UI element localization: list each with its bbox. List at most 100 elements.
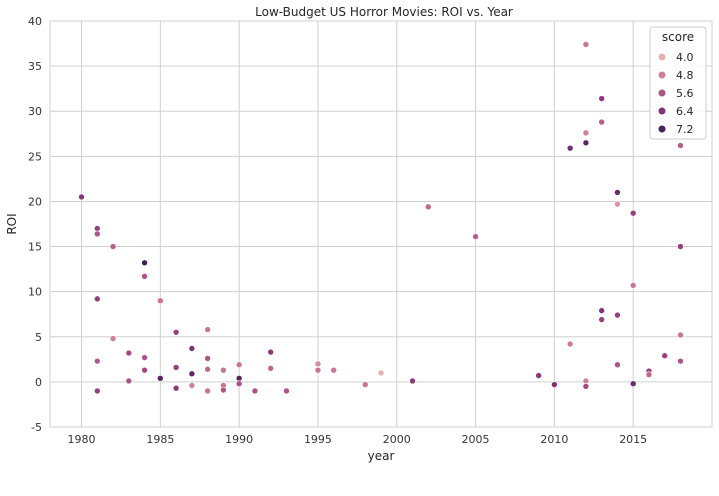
data-point bbox=[188, 382, 196, 389]
data-point bbox=[78, 193, 85, 201]
data-point bbox=[188, 370, 196, 378]
data-point bbox=[235, 380, 243, 387]
y-tick-label: 40 bbox=[28, 15, 42, 28]
y-tick-label: 20 bbox=[28, 195, 42, 208]
data-point bbox=[251, 387, 259, 395]
legend-marker bbox=[658, 71, 666, 79]
data-point bbox=[267, 365, 274, 372]
x-axis-label: year bbox=[368, 449, 395, 463]
data-point bbox=[204, 387, 211, 395]
data-point bbox=[220, 366, 227, 374]
data-point bbox=[93, 230, 101, 238]
data-point bbox=[566, 144, 574, 152]
data-point bbox=[93, 387, 101, 395]
legend-label: 7.2 bbox=[676, 123, 694, 136]
data-point bbox=[677, 331, 684, 339]
x-tick-label: 2010 bbox=[540, 433, 568, 446]
data-point bbox=[235, 374, 243, 382]
chart-title: Low-Budget US Horror Movies: ROI vs. Yea… bbox=[255, 5, 513, 19]
data-point bbox=[582, 377, 590, 385]
data-point bbox=[125, 349, 133, 357]
legend-marker bbox=[658, 53, 666, 61]
data-point bbox=[629, 380, 637, 387]
data-point bbox=[109, 335, 117, 342]
data-point bbox=[361, 381, 369, 388]
data-point bbox=[566, 340, 574, 348]
data-point bbox=[677, 142, 684, 149]
data-point bbox=[204, 355, 211, 362]
data-point bbox=[598, 118, 605, 126]
data-point bbox=[157, 374, 164, 382]
y-tick-label: 5 bbox=[35, 331, 42, 344]
data-point bbox=[582, 383, 590, 390]
data-point bbox=[314, 366, 322, 374]
y-tick-label: -5 bbox=[31, 421, 42, 434]
data-point bbox=[424, 203, 432, 211]
data-point bbox=[472, 233, 479, 240]
y-tick-label: 35 bbox=[28, 60, 42, 73]
data-point bbox=[220, 386, 227, 394]
legend-marker bbox=[658, 125, 666, 133]
data-point bbox=[582, 41, 590, 48]
data-point bbox=[235, 361, 243, 369]
legend-marker bbox=[658, 89, 666, 97]
data-point bbox=[157, 297, 164, 304]
data-point bbox=[614, 311, 621, 319]
y-tick-label: 25 bbox=[28, 150, 42, 163]
data-point bbox=[629, 209, 637, 217]
data-point bbox=[330, 366, 338, 374]
data-point bbox=[409, 377, 416, 385]
legend-marker bbox=[658, 107, 666, 115]
legend-label: 6.4 bbox=[676, 105, 694, 118]
data-point bbox=[582, 139, 590, 147]
legend-label: 4.8 bbox=[676, 69, 694, 82]
x-tick-label: 1990 bbox=[225, 433, 253, 446]
data-point bbox=[582, 129, 590, 137]
x-tick-label: 1980 bbox=[68, 433, 96, 446]
data-point bbox=[188, 345, 196, 352]
data-points bbox=[78, 41, 684, 395]
data-point bbox=[661, 352, 669, 360]
data-point bbox=[535, 372, 542, 379]
legend-label: 4.0 bbox=[676, 51, 694, 64]
data-point bbox=[677, 243, 684, 250]
y-axis-label: ROI bbox=[5, 213, 19, 234]
legend-label: 5.6 bbox=[676, 87, 694, 100]
data-point bbox=[141, 259, 148, 267]
data-point bbox=[172, 364, 180, 371]
y-tick-label: 30 bbox=[28, 105, 42, 118]
data-point bbox=[614, 200, 621, 208]
data-point bbox=[645, 371, 653, 378]
data-point bbox=[598, 316, 605, 323]
data-point bbox=[93, 295, 101, 303]
x-tick-label: 2000 bbox=[383, 433, 411, 446]
y-tick-label: 15 bbox=[28, 241, 42, 254]
legend: score 4.0 4.8 5.6 6.4 7.2 bbox=[649, 26, 707, 140]
data-point bbox=[614, 189, 621, 196]
data-point bbox=[677, 357, 684, 365]
data-point bbox=[172, 328, 180, 336]
x-tick-label: 2015 bbox=[619, 433, 647, 446]
x-tick-label: 1995 bbox=[304, 433, 332, 446]
y-tick-label: 0 bbox=[35, 376, 42, 389]
data-point bbox=[283, 387, 290, 395]
data-point bbox=[172, 384, 180, 392]
data-point bbox=[204, 326, 211, 333]
data-point bbox=[629, 282, 637, 289]
y-tick-label: 10 bbox=[28, 286, 42, 299]
data-point bbox=[93, 225, 101, 232]
plot-area bbox=[49, 20, 713, 428]
data-point bbox=[314, 360, 322, 368]
legend-title: score bbox=[662, 30, 694, 44]
tick-labels: 1980 1985 1990 1995 2000 2005 2010 2015 -5 0 5 10 15… bbox=[28, 15, 647, 446]
data-point bbox=[109, 243, 117, 250]
data-point bbox=[267, 348, 274, 356]
x-tick-label: 2005 bbox=[462, 433, 490, 446]
data-point bbox=[204, 365, 211, 373]
data-point bbox=[377, 369, 385, 377]
data-point bbox=[614, 361, 621, 369]
data-point bbox=[141, 366, 148, 374]
data-point bbox=[141, 354, 148, 361]
data-point bbox=[598, 307, 605, 314]
